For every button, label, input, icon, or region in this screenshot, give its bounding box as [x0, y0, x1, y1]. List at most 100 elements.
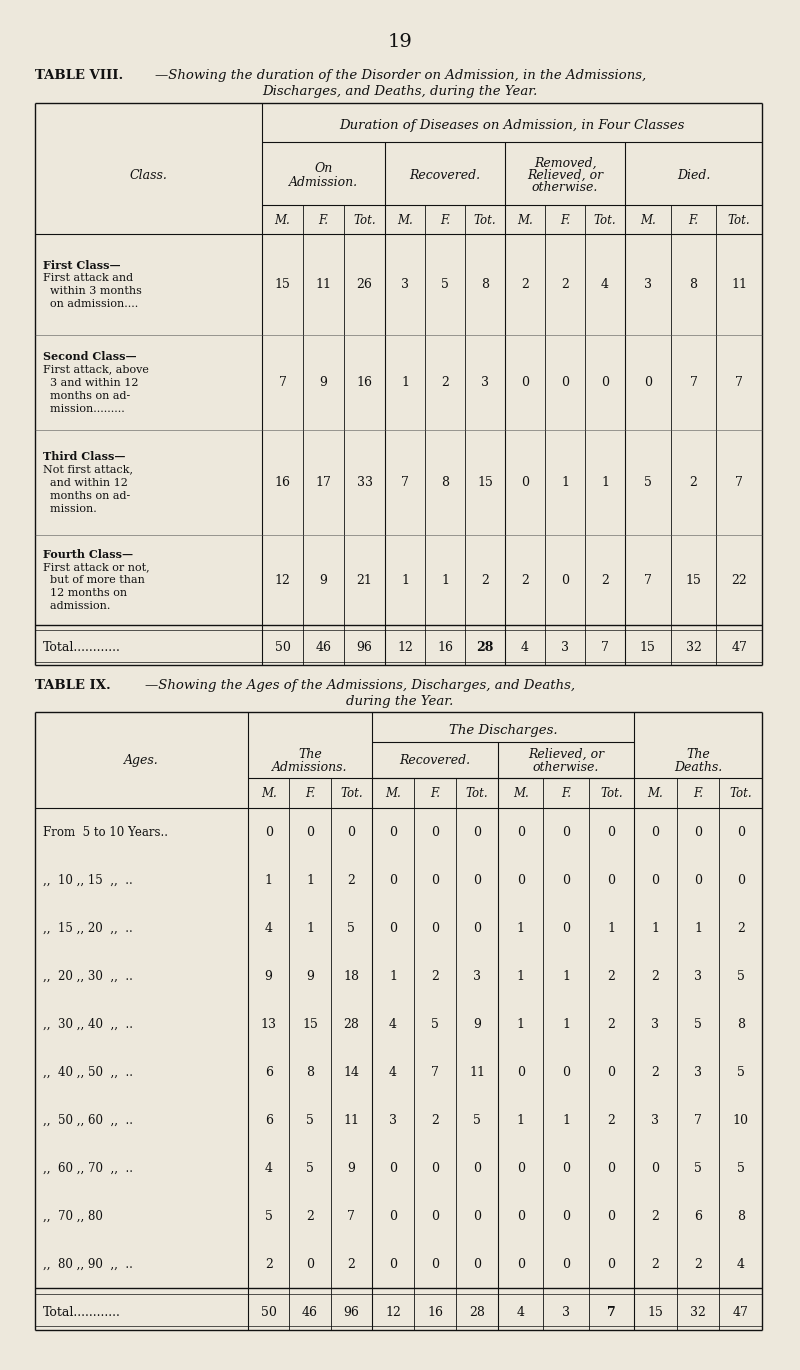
Text: Removed,: Removed,: [534, 156, 596, 170]
Text: 2: 2: [265, 1258, 273, 1270]
Text: 32: 32: [686, 641, 702, 653]
Text: 2: 2: [601, 574, 609, 586]
Text: 0: 0: [389, 922, 397, 934]
Text: 2: 2: [521, 574, 529, 586]
Text: 13: 13: [261, 1018, 277, 1030]
Text: Third Class—: Third Class—: [43, 451, 126, 462]
Text: 10: 10: [733, 1114, 749, 1126]
Text: 0: 0: [562, 1066, 570, 1078]
Text: Tot.: Tot.: [353, 214, 376, 226]
Text: 1: 1: [441, 574, 449, 586]
Text: Tot.: Tot.: [474, 214, 496, 226]
Text: 0: 0: [562, 874, 570, 886]
Text: F.: F.: [305, 786, 315, 800]
Text: 0: 0: [389, 874, 397, 886]
Text: 2: 2: [607, 970, 615, 982]
Text: —Showing the Ages of the Admissions, Discharges, and Deaths,: —Showing the Ages of the Admissions, Dis…: [145, 678, 575, 692]
Text: M.: M.: [517, 214, 533, 226]
Text: Duration of Diseases on Admission, in Four Classes: Duration of Diseases on Admission, in Fo…: [339, 118, 685, 132]
Text: Tot.: Tot.: [600, 786, 622, 800]
Text: 5: 5: [473, 1114, 481, 1126]
Text: 8: 8: [441, 475, 449, 489]
Text: 1: 1: [694, 922, 702, 934]
Text: 1: 1: [601, 475, 609, 489]
Text: 21: 21: [357, 574, 373, 586]
Text: on admission....: on admission....: [43, 299, 138, 310]
Text: 26: 26: [357, 278, 373, 290]
Text: 5: 5: [737, 1162, 745, 1174]
Text: 1: 1: [306, 922, 314, 934]
Text: Admissions.: Admissions.: [272, 760, 348, 774]
Text: Fourth Class—: Fourth Class—: [43, 548, 133, 559]
Text: 0: 0: [473, 826, 481, 838]
Text: M.: M.: [513, 786, 529, 800]
Text: First attack and: First attack and: [43, 273, 133, 284]
Text: 2: 2: [431, 1114, 439, 1126]
Text: 7: 7: [401, 475, 409, 489]
Text: 3: 3: [401, 278, 409, 290]
Text: 46: 46: [315, 641, 331, 653]
Text: 4: 4: [521, 641, 529, 653]
Text: 4: 4: [265, 922, 273, 934]
Text: 0: 0: [517, 1258, 525, 1270]
Text: 0: 0: [651, 826, 659, 838]
Text: 4: 4: [389, 1066, 397, 1078]
Text: 0: 0: [389, 826, 397, 838]
Text: Tot.: Tot.: [730, 786, 752, 800]
Text: Second Class—: Second Class—: [43, 351, 137, 362]
Text: 15: 15: [477, 475, 493, 489]
Text: 3: 3: [651, 1114, 659, 1126]
Text: 50: 50: [274, 641, 290, 653]
Text: 0: 0: [737, 874, 745, 886]
Text: 32: 32: [690, 1306, 706, 1318]
Text: ,,  30 ,, 40  ,,  ..: ,, 30 ,, 40 ,, ..: [43, 1018, 133, 1030]
Text: 0: 0: [607, 826, 615, 838]
Text: 2: 2: [306, 1210, 314, 1222]
Text: 15: 15: [274, 278, 290, 290]
Text: 2: 2: [690, 475, 698, 489]
Text: M.: M.: [640, 214, 656, 226]
Text: 0: 0: [431, 826, 439, 838]
Text: 1: 1: [401, 574, 409, 586]
Text: 2: 2: [651, 1258, 659, 1270]
Text: 0: 0: [431, 874, 439, 886]
Text: M.: M.: [397, 214, 413, 226]
Text: 7: 7: [644, 574, 652, 586]
Text: 4: 4: [737, 1258, 745, 1270]
Text: 3: 3: [473, 970, 481, 982]
Text: F.: F.: [693, 786, 703, 800]
Text: F.: F.: [318, 214, 329, 226]
Text: F.: F.: [430, 786, 440, 800]
Text: 0: 0: [431, 1162, 439, 1174]
Text: 9: 9: [319, 375, 327, 389]
Text: 3: 3: [561, 641, 569, 653]
Text: 1: 1: [306, 874, 314, 886]
Text: 11: 11: [731, 278, 747, 290]
Text: 6: 6: [265, 1114, 273, 1126]
Text: 0: 0: [473, 1210, 481, 1222]
Text: 50: 50: [261, 1306, 277, 1318]
Text: 0: 0: [521, 475, 529, 489]
Text: 8: 8: [737, 1018, 745, 1030]
Text: 2: 2: [431, 970, 439, 982]
Text: Relieved, or: Relieved, or: [528, 748, 604, 760]
Text: months on ad-: months on ad-: [43, 490, 130, 500]
Text: Tot.: Tot.: [594, 214, 616, 226]
Text: 2: 2: [347, 1258, 355, 1270]
Text: Total............: Total............: [43, 641, 121, 653]
Text: ,,  15 ,, 20  ,,  ..: ,, 15 ,, 20 ,, ..: [43, 922, 133, 934]
Text: 0: 0: [473, 1162, 481, 1174]
Text: 9: 9: [265, 970, 273, 982]
Text: 0: 0: [517, 826, 525, 838]
Text: 0: 0: [389, 1210, 397, 1222]
Text: 1: 1: [389, 970, 397, 982]
Text: ,,  50 ,, 60  ,,  ..: ,, 50 ,, 60 ,, ..: [43, 1114, 133, 1126]
Text: 7: 7: [735, 375, 743, 389]
Text: F.: F.: [440, 214, 450, 226]
Text: 7: 7: [431, 1066, 439, 1078]
Text: 14: 14: [343, 1066, 359, 1078]
Text: 0: 0: [607, 1210, 615, 1222]
Text: 0: 0: [517, 874, 525, 886]
Text: F.: F.: [560, 214, 570, 226]
Text: 6: 6: [694, 1210, 702, 1222]
